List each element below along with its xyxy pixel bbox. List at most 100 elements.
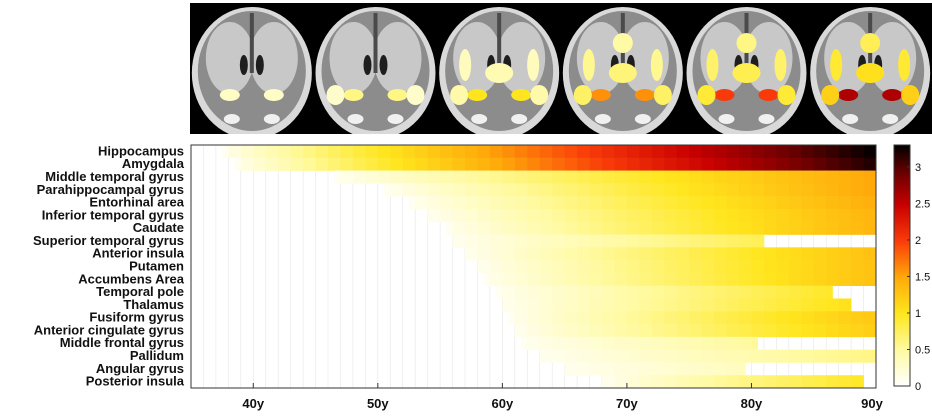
heatmap-cell xyxy=(602,298,615,312)
heatmap-cell xyxy=(714,260,727,274)
right-insula-overlay xyxy=(650,49,663,81)
left-lower-structure xyxy=(347,114,364,124)
heatmap-cell xyxy=(701,196,715,210)
heatmap-cell xyxy=(340,157,354,171)
colorbar-tick-label: 2 xyxy=(915,235,921,247)
heatmap-cell xyxy=(826,196,840,210)
heatmap-cell xyxy=(527,157,541,171)
heatmap-cell xyxy=(602,362,615,376)
heatmap-cell xyxy=(614,170,628,184)
heatmap-cell xyxy=(788,221,802,235)
heatmap-cell xyxy=(465,183,478,197)
heatmap-cell xyxy=(639,260,653,274)
heatmap-cell xyxy=(234,157,242,171)
heatmap-cell xyxy=(452,170,466,184)
heatmap-cell xyxy=(676,145,690,159)
heatmap-cell xyxy=(689,247,703,261)
heatmap-cell xyxy=(826,157,840,171)
heatmap-cell xyxy=(651,298,665,312)
heatmap-cell xyxy=(651,234,665,248)
heatmap-cell xyxy=(763,145,777,159)
heatmap-cell xyxy=(452,183,466,197)
heatmap-cell xyxy=(614,336,628,350)
heatmap-cell xyxy=(564,349,578,363)
plot-frame xyxy=(190,144,877,389)
heatmap-cell xyxy=(415,157,429,171)
heatmap-cell xyxy=(726,145,740,159)
row-label: Middle frontal gyrus xyxy=(60,335,184,350)
heatmap-cell xyxy=(577,145,590,159)
heatmap-cell xyxy=(539,157,553,171)
heatmap-cell xyxy=(751,208,765,223)
left-lower-structure xyxy=(594,114,611,124)
heatmap-cell xyxy=(539,145,553,159)
heatmap-cell xyxy=(614,196,628,210)
heatmap-cell xyxy=(527,247,541,261)
heatmap-cell xyxy=(527,183,541,197)
heatmap-cell xyxy=(477,234,491,248)
heatmap-cell xyxy=(340,145,354,159)
heatmap-cell xyxy=(452,234,466,248)
heatmap-cell xyxy=(676,170,690,184)
heatmap-cell xyxy=(826,145,840,159)
heatmap-cell xyxy=(489,260,503,274)
row-label: Parahippocampal gyrus xyxy=(37,182,184,197)
heatmap-cell xyxy=(514,311,528,325)
heatmap-cell xyxy=(334,170,341,184)
heatmap-cell xyxy=(626,362,640,376)
heatmap-cell xyxy=(776,170,790,184)
left-hippocampus-overlay xyxy=(467,89,488,101)
heatmap-cell xyxy=(726,260,740,274)
heatmap-cell xyxy=(564,183,578,197)
colorbar-tick-label: 0 xyxy=(915,381,921,393)
heatmap-cell xyxy=(863,260,877,274)
heatmap-cell xyxy=(377,157,391,171)
heatmap-cell xyxy=(651,183,665,197)
heatmap-cell xyxy=(714,145,727,159)
heatmap-cell xyxy=(751,324,765,338)
left-temporal-overlay xyxy=(821,85,840,105)
heatmap-cell xyxy=(751,247,765,261)
heatmap-cell xyxy=(651,145,665,159)
heatmap-cell xyxy=(776,196,790,210)
heatmap-cell xyxy=(763,183,777,197)
heatmap-cell xyxy=(801,298,815,312)
heatmap-cell xyxy=(701,260,715,274)
right-hippocampus-overlay xyxy=(634,89,655,101)
heatmap-cell xyxy=(527,234,541,248)
heatmap-cell xyxy=(626,234,640,248)
heatmap-cell xyxy=(739,183,752,197)
heatmap-cell xyxy=(614,311,628,325)
heatmap-cell xyxy=(614,183,628,197)
heatmap-cell xyxy=(739,247,752,261)
heatmap-cell xyxy=(714,311,727,325)
heatmap-cell xyxy=(813,145,827,159)
heatmap-cell xyxy=(838,183,852,197)
heatmap-cell xyxy=(863,324,877,338)
heatmap-cell xyxy=(465,221,478,235)
heatmap-cell xyxy=(676,349,690,363)
heatmap-cell xyxy=(539,336,553,350)
heatmap-cell xyxy=(514,157,528,171)
heatmap-cell xyxy=(763,349,777,363)
heatmap-cell xyxy=(514,170,528,184)
heatmap-cell xyxy=(714,362,727,376)
heatmap-cell xyxy=(689,208,703,223)
heatmap-cell xyxy=(801,183,815,197)
heatmap-cell xyxy=(477,196,491,210)
heatmap-cell xyxy=(664,234,678,248)
heatmap-cell xyxy=(776,208,790,223)
heatmap-cell xyxy=(552,247,566,261)
heatmap-cell xyxy=(564,311,578,325)
heatmap-cell xyxy=(564,234,578,248)
heatmap-cell xyxy=(626,157,640,171)
heatmap-cell xyxy=(477,183,491,197)
heatmap-cell xyxy=(851,145,864,159)
left-hippocampus-overlay xyxy=(714,89,735,101)
heatmap-cell xyxy=(676,375,690,389)
heatmap-cell xyxy=(763,324,777,338)
right-white-matter xyxy=(249,22,298,94)
heatmap-cell xyxy=(838,157,852,171)
heatmap-cell xyxy=(602,260,615,274)
left-insula-overlay xyxy=(830,49,843,81)
